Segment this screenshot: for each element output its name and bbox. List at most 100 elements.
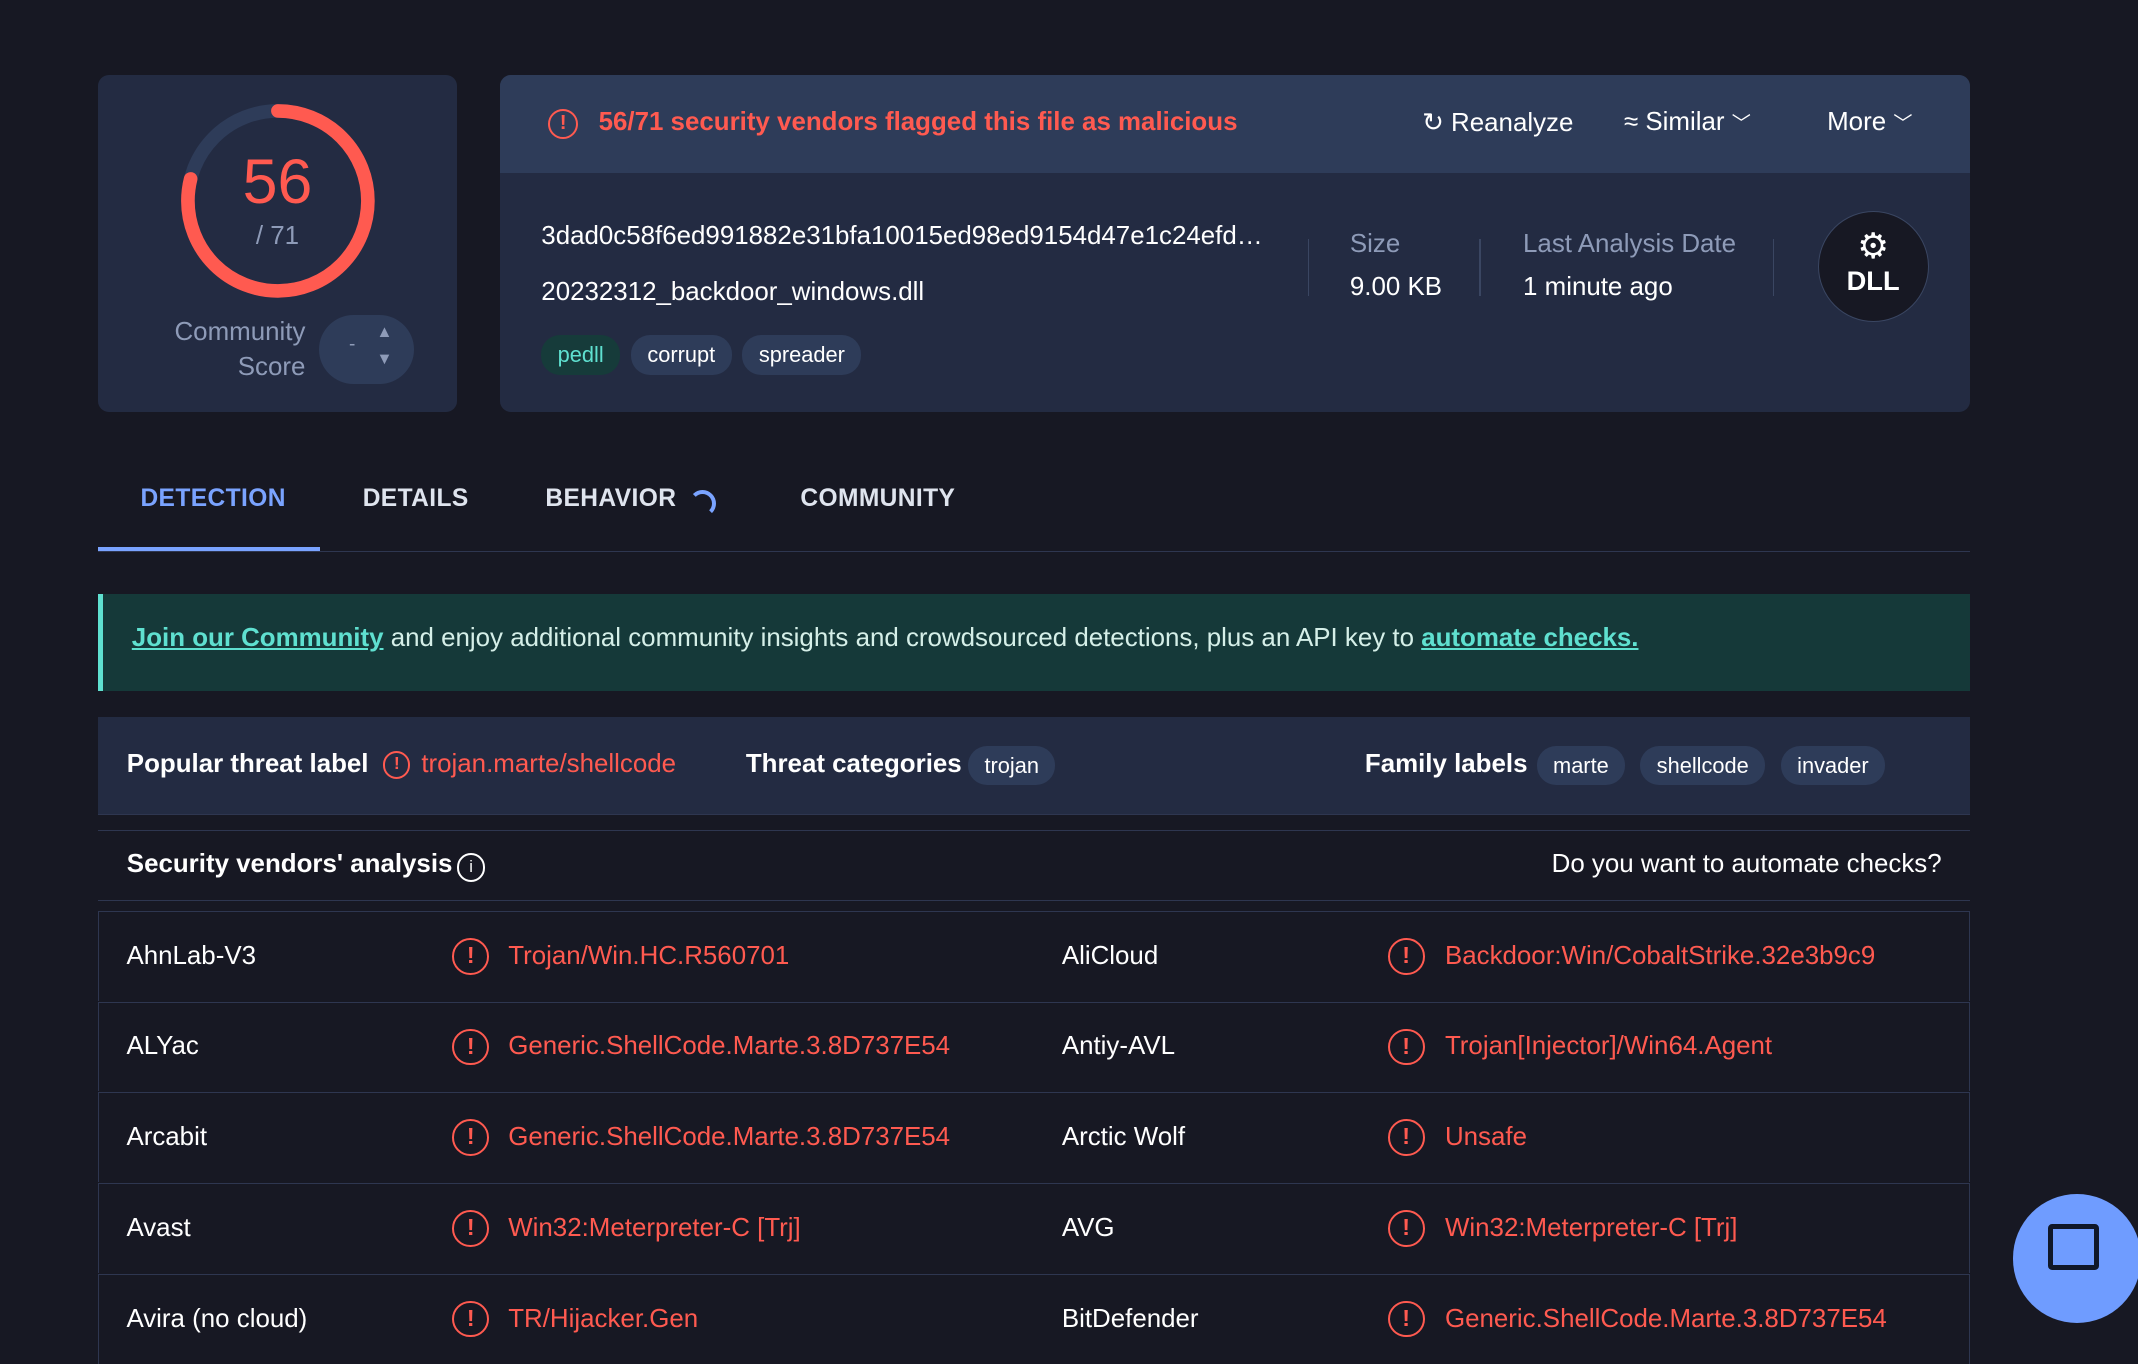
tag-spreader[interactable]: spreader [742,335,862,376]
malicious-icon: ! [1387,1300,1425,1338]
malicious-icon: ! [452,1119,490,1157]
alert-header: ! 56/71 security vendors flagged this fi… [500,74,1971,174]
family-labels-label: Family labels [1364,749,1528,778]
vendor-name: AliCloud [1061,941,1159,970]
malicious-icon: ! [452,1209,490,1247]
last-analysis-value: 1 minute ago [1523,272,1673,301]
threat-warning-icon: ! [383,751,411,779]
community-label-line2: Score [237,353,306,382]
vendor-row: ALYac! Generic.ShellCode.Marte.3.8D737E54… [98,1001,1971,1092]
size-value: 9.00 KB [1349,272,1442,301]
category-trojan[interactable]: trojan [968,745,1056,786]
detection-gauge [181,103,375,298]
tab-details[interactable]: DETAILS [362,485,469,513]
vendor-name: AhnLab-V3 [126,941,256,970]
last-analysis-label: Last Analysis Date [1523,230,1737,259]
reanalyze-label: Reanalyze [1451,108,1574,137]
active-tab-indicator [98,546,321,551]
vendors-title: Security vendors' analysis [126,850,453,879]
vendor-row: Avast! Win32:Meterpreter-C [Trj] AVG! Win32… [98,1182,1971,1273]
family-invader[interactable]: invader [1780,745,1885,786]
detected-count: 56 [242,146,313,217]
community-vote-widget[interactable]: - ▲ ▼ [319,314,415,385]
malicious-icon: ! [452,937,490,975]
reanalyze-button[interactable]: ↻ Reanalyze [1422,108,1573,138]
detection-result: Win32:Meterpreter-C [Trj] [1444,1213,1738,1242]
vendor-name: Avast [126,1213,191,1242]
tab-detection[interactable]: DETECTION [140,485,286,513]
vendor-name: ALYac [126,1032,199,1061]
similar-button[interactable]: ≈ Similar ﹀ [1624,108,1751,137]
file-hash[interactable]: 3dad0c58f6ed991882e31bfa10015ed98ed9154d… [541,222,1263,251]
tab-behavior[interactable]: BEHAVIOR [545,485,677,513]
automate-checks-prompt[interactable]: Do you want to automate checks? [1551,850,1942,879]
vendor-name: AVG [1061,1213,1115,1242]
file-tags: pedll corrupt spreader [541,335,872,376]
upvote-icon[interactable]: ▲ [376,323,393,342]
vendor-row: Arcabit! Generic.ShellCode.Marte.3.8D737E… [98,1092,1971,1183]
vendor-row: Avira (no cloud)! TR/Hijacker.Gen BitDefen… [98,1273,1971,1364]
detection-result: Generic.ShellCode.Marte.3.8D737E54 [508,1123,951,1152]
detection-score-card: 56 / 71 Community Score - ▲ ▼ [98,74,457,412]
refresh-icon: ↻ [1422,108,1444,137]
total-count: / 71 [255,222,300,251]
dll-file-type-icon: ⚙ DLL [1817,211,1929,323]
family-marte[interactable]: marte [1536,745,1626,786]
file-type-label: DLL [1846,264,1900,296]
alert-text: 56/71 security vendors flagged this file… [598,107,1238,136]
detection-result: Win32:Meterpreter-C [Trj] [508,1213,801,1242]
vendors-header: Security vendors' analysis i Do you want… [98,830,1971,902]
alert-icon: ! [548,109,579,140]
size-label: Size [1349,230,1401,259]
join-community-link[interactable]: Join our Community [131,624,384,653]
detection-result: TR/Hijacker.Gen [508,1304,699,1333]
community-banner: Join our Community and enjoy additional … [98,594,1971,692]
divider [1479,238,1481,296]
malicious-icon: ! [1387,937,1425,975]
chat-icon [2047,1224,2099,1270]
tab-community[interactable]: COMMUNITY [800,485,956,513]
malicious-icon: ! [452,1300,490,1338]
divider [1307,238,1309,296]
banner-text: and enjoy additional community insights … [383,624,1422,653]
community-score-label: Community Score [139,315,305,386]
file-name: 20232312_backdoor_windows.dll [541,278,925,307]
similar-label: Similar [1645,107,1725,136]
community-score-value: - [349,334,356,356]
community-label-line1: Community [174,317,306,346]
malicious-icon: ! [1387,1119,1425,1157]
detection-result: Unsafe [1444,1123,1527,1152]
detection-result: Generic.ShellCode.Marte.3.8D737E54 [1444,1304,1887,1333]
malicious-icon: ! [452,1028,490,1066]
info-icon[interactable]: i [456,853,486,882]
malicious-icon: ! [1387,1209,1425,1247]
more-button[interactable]: More ﹀ [1827,108,1912,137]
gear-icon: ⚙ [1857,225,1889,266]
divider [1772,238,1774,296]
family-shellcode[interactable]: shellcode [1640,745,1766,786]
loading-spinner-icon [688,489,716,517]
detection-result: Backdoor:Win/CobaltStrike.32e3b9c9 [1444,941,1876,970]
tag-pedll[interactable]: pedll [541,335,621,376]
popular-threat-label: Popular threat label [126,749,369,778]
vendor-name: Arctic Wolf [1061,1123,1186,1152]
similar-icon: ≈ [1623,107,1639,136]
chevron-down-icon: ﹀ [1893,113,1913,135]
chat-button[interactable] [2012,1194,2138,1323]
detection-result: Trojan[Injector]/Win64.Agent [1444,1032,1773,1061]
popular-threat-value[interactable]: trojan.marte/shellcode [421,749,677,778]
threat-categories-label: Threat categories [745,749,962,778]
threat-labels-bar: Popular threat label ! trojan.marte/shel… [98,717,1971,816]
downvote-icon[interactable]: ▼ [376,350,393,369]
chevron-down-icon: ﹀ [1731,113,1751,135]
detection-result: Generic.ShellCode.Marte.3.8D737E54 [508,1032,951,1061]
vendor-name: Arcabit [126,1123,208,1152]
vendor-name: Avira (no cloud) [126,1304,308,1333]
vendor-row: AhnLab-V3! Trojan/Win.HC.R560701 AliCloud!… [98,910,1971,1001]
automate-checks-link[interactable]: automate checks. [1421,624,1639,653]
file-summary-card: ! 56/71 security vendors flagged this fi… [500,74,1971,412]
more-label: More [1827,107,1887,136]
vendor-name: Antiy-AVL [1061,1032,1176,1061]
vendor-name: BitDefender [1061,1304,1199,1333]
tag-corrupt[interactable]: corrupt [630,335,732,376]
